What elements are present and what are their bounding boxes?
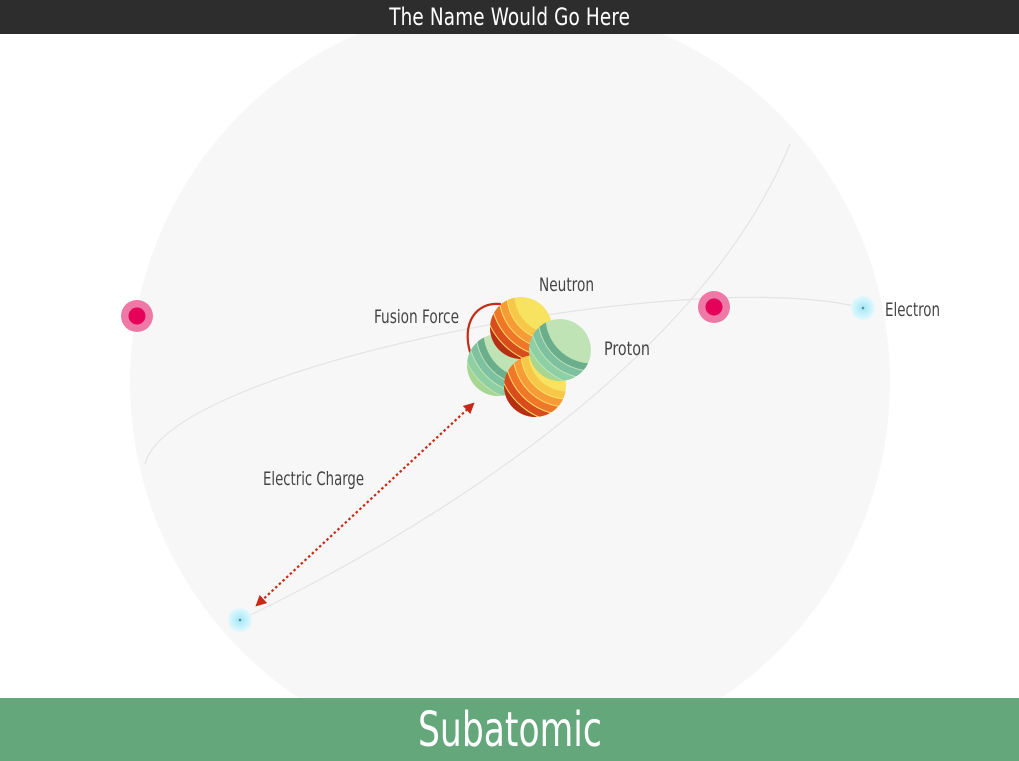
fusion-force-label: Fusion Force — [374, 306, 459, 328]
electron-label: Electron — [885, 299, 940, 321]
orbit-path — [144, 296, 863, 465]
electron-particle — [228, 608, 252, 632]
pink-particle — [121, 300, 153, 332]
electric-charge-arrow — [255, 402, 475, 607]
neutron-label: Neutron — [539, 274, 594, 296]
proton-particle — [529, 319, 591, 381]
header-bar: The Name Would Go Here — [0, 0, 1019, 34]
electron-particle — [851, 296, 875, 320]
atom-diagram: Neutron Proton Fusion Force Electron Ele… — [0, 34, 1019, 698]
footer-title: Subatomic — [417, 701, 602, 758]
proton-label: Proton — [604, 338, 650, 360]
footer-bar: Subatomic — [0, 698, 1019, 761]
page-title: The Name Would Go Here — [389, 3, 630, 31]
fusion-force-link — [466, 302, 502, 354]
atom-diagram-svg: Neutron Proton Fusion Force Electron Ele… — [121, 34, 940, 698]
pink-particle — [698, 291, 730, 323]
electric-charge-label: Electric Charge — [263, 468, 364, 490]
